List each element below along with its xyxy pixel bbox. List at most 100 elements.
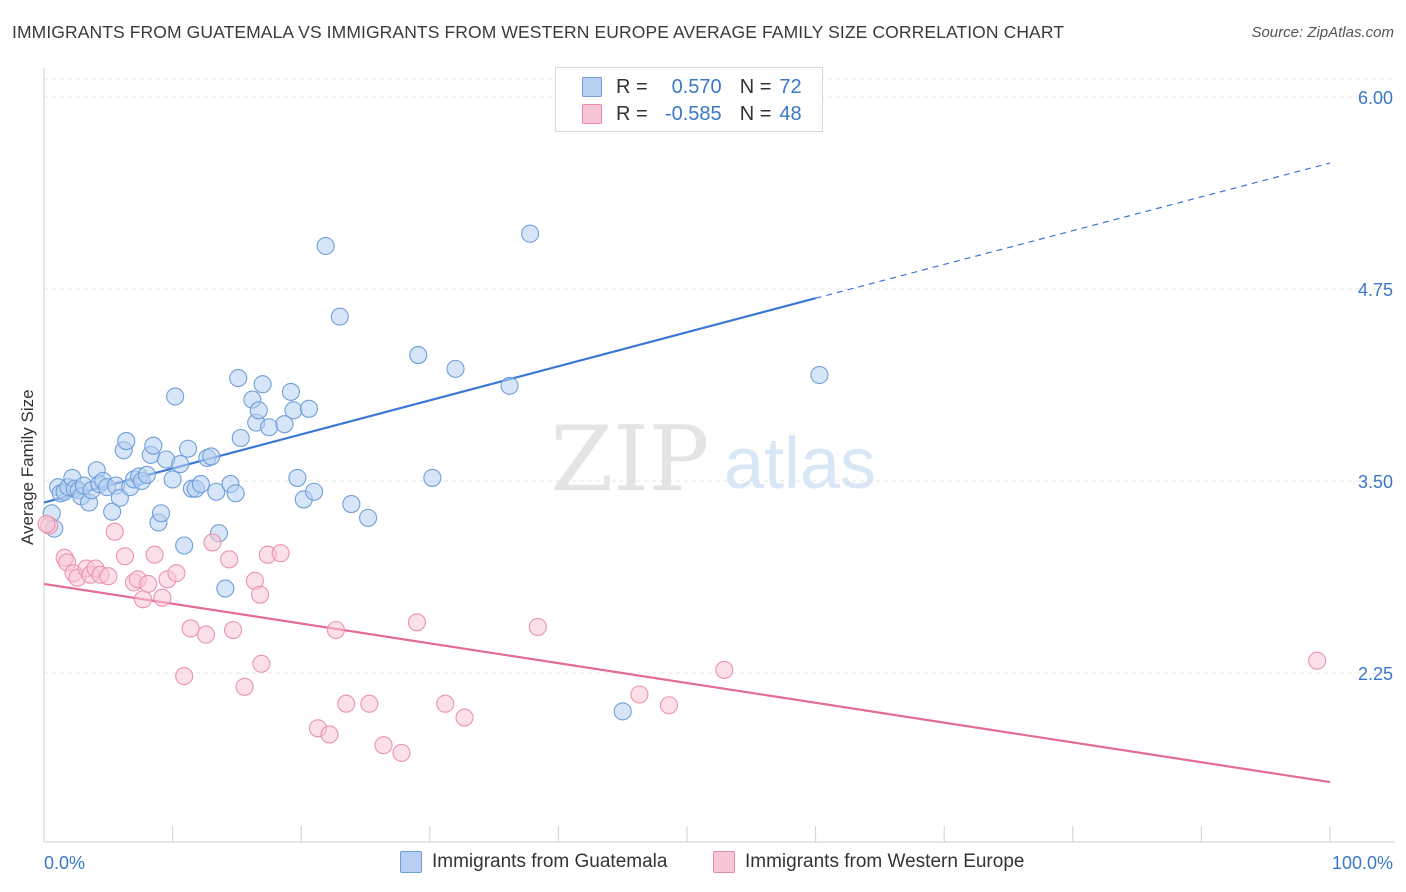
point-western-europe [252,654,271,673]
point-guatemala [144,436,163,455]
y-tick-label: 2.25 [1358,664,1393,684]
legend-r-value: -0.585 [664,102,722,125]
legend-r-label: R = [616,102,648,125]
point-western-europe [37,514,56,534]
point-western-europe [659,696,679,715]
point-western-europe [223,620,243,640]
point-guatemala [249,401,268,420]
point-western-europe [1308,651,1327,670]
point-guatemala [275,415,294,434]
point-guatemala [166,387,185,406]
point-guatemala [171,455,190,474]
point-guatemala [409,345,428,365]
point-guatemala [207,482,226,501]
legend-item-guatemala: Immigrants from Guatemala [400,851,667,873]
legend-n-value: 48 [779,102,802,125]
point-western-europe [105,522,124,541]
point-guatemala [359,508,378,527]
legend-n-label: N = [739,75,772,98]
legend-row-western-europe: R = -0.585 N = 48 [582,101,802,127]
data-points [37,224,1327,762]
point-guatemala [151,504,171,523]
point-western-europe [392,743,411,762]
point-western-europe [220,550,239,569]
point-guatemala [284,401,303,420]
point-western-europe [139,574,158,593]
point-western-europe [320,725,339,744]
legend-label-western-europe: Immigrants from Western Europe [745,851,1025,872]
x-tick-label: 100.0% [1332,853,1393,873]
point-guatemala [521,224,540,243]
point-western-europe [115,547,135,566]
point-western-europe [630,685,649,704]
point-guatemala [281,382,300,401]
point-western-europe [167,564,186,583]
point-guatemala [216,579,235,598]
point-western-europe [175,667,194,686]
point-guatemala [202,447,221,466]
point-guatemala [330,307,349,326]
point-western-europe [196,625,216,644]
point-guatemala [316,236,335,256]
point-guatemala [342,494,361,514]
chart-title: IMMIGRANTS FROM GUATEMALA VS IMMIGRANTS … [12,22,1065,42]
point-guatemala [288,468,307,487]
point-western-europe [133,590,153,609]
tick-labels: 2.25 3.50 4.75 6.00 0.0% 100.0% [44,88,1393,873]
point-guatemala [810,365,829,385]
point-guatemala [229,369,248,388]
legend-n-value: 72 [779,75,802,98]
point-western-europe [145,545,164,564]
y-tick-label: 4.75 [1358,280,1393,300]
point-western-europe [203,533,222,552]
point-guatemala [253,375,272,394]
point-western-europe [337,694,356,713]
legend-n-label: N = [739,102,772,125]
correlation-legend: R = 0.570 N = 72 R = -0.585 N = 48 [555,67,823,132]
series-legend: Immigrants from Guatemala Immigrants fro… [0,851,1406,877]
point-western-europe [326,620,345,640]
point-guatemala [137,465,156,484]
point-guatemala [117,432,136,451]
point-guatemala [500,376,519,395]
legend-label-guatemala: Immigrants from Guatemala [432,851,668,872]
point-western-europe [715,660,734,679]
legend-swatch-pink [582,104,602,124]
watermark-zip: ZIP [551,407,710,512]
point-western-europe [455,708,474,727]
legend-row-guatemala: R = 0.570 N = 72 [582,74,802,100]
x-tick-label: 0.0% [44,853,85,873]
legend-swatch-blue [400,851,422,873]
point-guatemala [305,482,324,501]
legend-r-value: 0.570 [671,75,722,98]
watermark-atlas: atlas [724,424,876,504]
legend-r-label: R = [616,75,648,98]
y-axis-label: Average Family Size [18,389,37,545]
point-guatemala [226,484,245,503]
point-western-europe [436,694,455,713]
point-western-europe [528,617,547,636]
y-tick-label: 6.00 [1358,88,1393,108]
point-guatemala [191,475,210,494]
point-guatemala [178,439,198,458]
point-guatemala [446,359,465,378]
point-guatemala [163,470,182,489]
point-western-europe [235,677,254,696]
point-guatemala [423,468,442,487]
trendline-guatemala-extension [815,162,1331,299]
point-western-europe [99,567,118,586]
point-guatemala [175,536,194,555]
legend-swatch-blue [582,77,602,97]
point-guatemala [299,399,318,418]
trendline-western-europe [43,582,1331,784]
legend-item-western-europe: Immigrants from Western Europe [713,851,1024,873]
point-western-europe [271,544,290,563]
point-guatemala [613,702,632,721]
watermark: ZIP atlas [551,407,876,512]
point-western-europe [153,588,172,607]
point-guatemala [103,502,122,521]
point-western-europe [407,613,426,632]
point-western-europe [374,736,393,755]
point-western-europe [360,694,379,713]
